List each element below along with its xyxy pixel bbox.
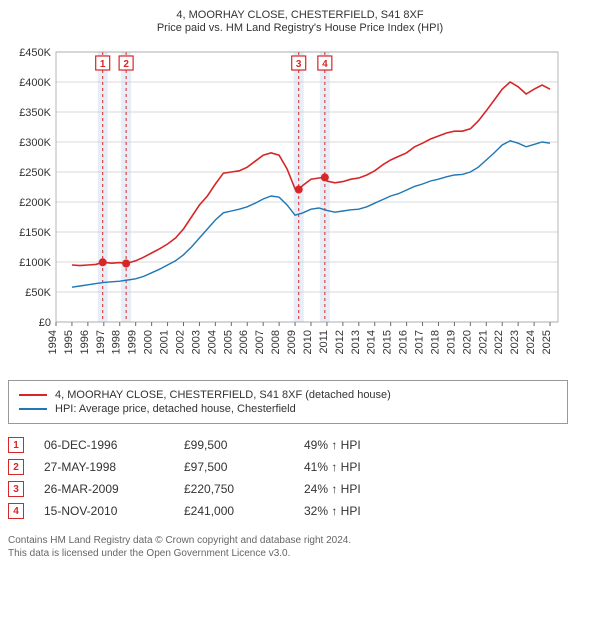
svg-text:2007: 2007 — [254, 330, 266, 354]
sale-price: £97,500 — [184, 460, 284, 474]
sale-row: 3 26-MAR-2009 £220,750 24% ↑ HPI — [8, 478, 568, 500]
svg-text:2023: 2023 — [509, 330, 521, 354]
legend-label: 4, MOORHAY CLOSE, CHESTERFIELD, S41 8XF … — [55, 389, 391, 401]
svg-text:2: 2 — [123, 59, 129, 70]
svg-text:2015: 2015 — [382, 330, 394, 354]
svg-text:£250K: £250K — [19, 167, 51, 179]
svg-text:1999: 1999 — [127, 330, 139, 354]
sale-date: 06-DEC-1996 — [44, 438, 164, 452]
svg-text:2025: 2025 — [541, 330, 553, 354]
svg-text:1995: 1995 — [63, 330, 75, 354]
svg-text:2024: 2024 — [525, 330, 537, 354]
sale-marker-badge: 2 — [8, 459, 24, 475]
svg-text:£0: £0 — [39, 317, 51, 329]
sale-diff: 32% ↑ HPI — [304, 504, 361, 518]
legend-item: HPI: Average price, detached house, Ches… — [19, 403, 557, 415]
svg-text:2019: 2019 — [445, 330, 457, 354]
svg-text:£50K: £50K — [25, 287, 51, 299]
sale-marker-badge: 1 — [8, 437, 24, 453]
chart-title-block: 4, MOORHAY CLOSE, CHESTERFIELD, S41 8XF … — [8, 9, 592, 34]
svg-text:2020: 2020 — [461, 330, 473, 354]
sale-diff: 24% ↑ HPI — [304, 482, 361, 496]
svg-text:£450K: £450K — [19, 47, 51, 59]
svg-text:1996: 1996 — [79, 330, 91, 354]
sale-date: 26-MAR-2009 — [44, 482, 164, 496]
svg-text:2021: 2021 — [477, 330, 489, 354]
svg-text:2008: 2008 — [270, 330, 282, 354]
legend: 4, MOORHAY CLOSE, CHESTERFIELD, S41 8XF … — [8, 380, 568, 424]
footnote: Contains HM Land Registry data © Crown c… — [8, 534, 592, 560]
svg-text:2011: 2011 — [318, 330, 330, 354]
svg-text:1997: 1997 — [95, 330, 107, 354]
legend-label: HPI: Average price, detached house, Ches… — [55, 403, 296, 415]
price-chart: £0 £50K £100K £150K £200K £250K £300K £350K £400… — [8, 42, 592, 372]
svg-text:1994: 1994 — [47, 330, 59, 354]
sale-price: £220,750 — [184, 482, 284, 496]
svg-text:2005: 2005 — [222, 330, 234, 354]
svg-text:3: 3 — [296, 59, 302, 70]
sale-marker-badge: 3 — [8, 481, 24, 497]
sale-date: 27-MAY-1998 — [44, 460, 164, 474]
svg-text:£300K: £300K — [19, 137, 51, 149]
title-subtitle: Price paid vs. HM Land Registry's House … — [8, 22, 592, 34]
svg-text:2012: 2012 — [334, 330, 346, 354]
svg-text:2001: 2001 — [159, 330, 171, 354]
svg-text:2018: 2018 — [429, 330, 441, 354]
svg-text:2003: 2003 — [190, 330, 202, 354]
legend-swatch — [19, 408, 47, 410]
sales-table: 1 06-DEC-1996 £99,500 49% ↑ HPI 2 27-MAY-1998… — [8, 434, 568, 522]
svg-text:2009: 2009 — [286, 330, 298, 354]
footnote-line1: Contains HM Land Registry data © Crown c… — [8, 534, 592, 547]
sale-diff: 49% ↑ HPI — [304, 438, 361, 452]
sale-row: 1 06-DEC-1996 £99,500 49% ↑ HPI — [8, 434, 568, 456]
sale-row: 4 15-NOV-2010 £241,000 32% ↑ HPI — [8, 500, 568, 522]
sale-row: 2 27-MAY-1998 £97,500 41% ↑ HPI — [8, 456, 568, 478]
svg-text:2002: 2002 — [174, 330, 186, 354]
svg-text:£350K: £350K — [19, 107, 51, 119]
svg-text:2006: 2006 — [238, 330, 250, 354]
footnote-line2: This data is licensed under the Open Gov… — [8, 547, 592, 560]
svg-text:£100K: £100K — [19, 257, 51, 269]
sale-price: £99,500 — [184, 438, 284, 452]
svg-text:1: 1 — [100, 59, 106, 70]
sale-price: £241,000 — [184, 504, 284, 518]
sale-marker-badge: 4 — [8, 503, 24, 519]
svg-text:2014: 2014 — [366, 330, 378, 354]
svg-text:£200K: £200K — [19, 197, 51, 209]
legend-item: 4, MOORHAY CLOSE, CHESTERFIELD, S41 8XF … — [19, 389, 557, 401]
svg-text:2004: 2004 — [206, 330, 218, 354]
svg-text:1998: 1998 — [111, 330, 123, 354]
svg-text:2013: 2013 — [350, 330, 362, 354]
legend-swatch — [19, 394, 47, 396]
svg-text:2022: 2022 — [493, 330, 505, 354]
svg-text:2000: 2000 — [143, 330, 155, 354]
svg-text:4: 4 — [322, 59, 328, 70]
svg-text:2016: 2016 — [398, 330, 410, 354]
sale-date: 15-NOV-2010 — [44, 504, 164, 518]
title-address: 4, MOORHAY CLOSE, CHESTERFIELD, S41 8XF — [8, 9, 592, 21]
sale-diff: 41% ↑ HPI — [304, 460, 361, 474]
svg-text:2010: 2010 — [302, 330, 314, 354]
svg-text:£150K: £150K — [19, 227, 51, 239]
svg-text:£400K: £400K — [19, 77, 51, 89]
svg-text:2017: 2017 — [414, 330, 426, 354]
